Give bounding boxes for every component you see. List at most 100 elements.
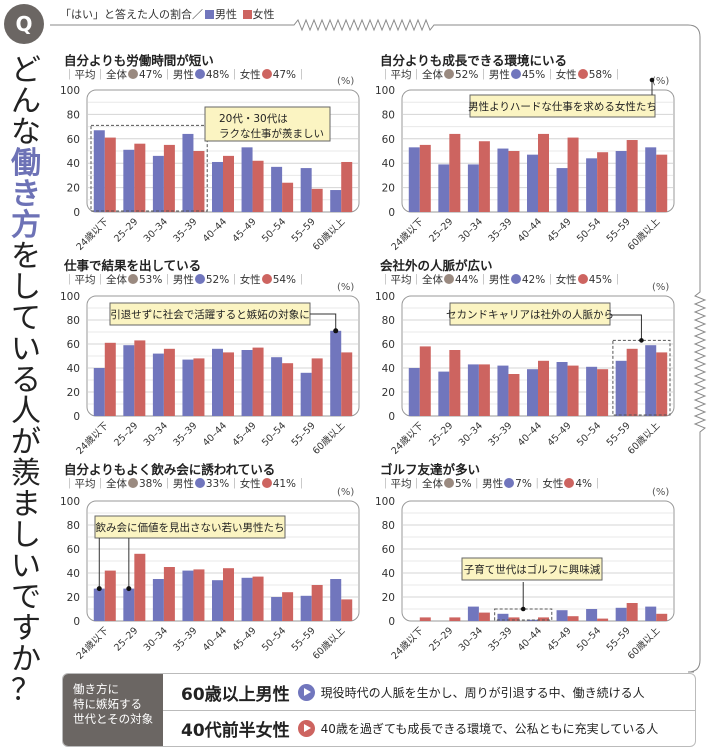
x-tick-label: 30–34 [457,420,485,448]
y-tick-label: 0 [388,207,395,219]
callout-dot [126,586,132,592]
question-char: い [11,332,41,367]
bar-female [104,137,116,212]
bar-male [408,147,420,212]
x-tick-label: 24歳以下 [74,216,111,253]
x-tick-label: 40–44 [516,420,544,448]
bar-male [645,147,657,212]
x-tick-label: 35–39 [486,420,514,448]
unit-label: (%) [337,282,355,293]
stat-value: 53% [139,274,163,286]
bar-male [152,353,164,416]
x-tick-label: 30–34 [142,625,170,653]
bar-male [93,588,105,621]
bar-male [556,362,568,416]
chart-averages: ｜平均｜全体 47%｜男性 48%｜女性 47%｜ [64,67,307,82]
callout-box [204,106,331,142]
separator: ｜ [612,69,623,81]
bar-female [449,617,461,621]
separator: ｜ [612,274,623,286]
bar-male [645,345,657,416]
x-tick-label: 45–49 [545,216,573,244]
x-tick-label: 45–49 [545,420,573,448]
bar-male [467,164,479,212]
legend-dot-icon [261,274,272,284]
separator: ｜ [162,274,173,286]
bar-female [282,363,294,416]
bar-male [300,372,312,416]
callout-dot [520,606,526,612]
bar-female [311,188,323,212]
stat-value: 38% [139,478,163,490]
highlight-box [494,608,553,621]
y-tick-label: 40 [67,568,80,580]
x-tick-label: 25–29 [427,420,455,448]
chart-averages: ｜平均｜全体 44%｜男性 42%｜女性 45%｜ [380,272,623,287]
x-tick-label: 50–54 [260,420,288,448]
chart-title: ゴルフ友達が多い [380,462,481,477]
chart-averages: ｜平均｜全体 38%｜男性 33%｜女性 41%｜ [64,476,307,491]
bar-female [419,144,431,212]
x-tick-label: 25–29 [112,625,140,653]
x-tick-label: 35–39 [486,216,514,244]
callout-dot [639,338,644,343]
y-tick-label: 100 [375,85,395,97]
separator: ｜ [95,69,107,81]
y-tick-label: 20 [382,183,395,195]
question-char: 羨 [11,456,41,491]
play-arrow-icon [297,719,315,737]
stat-label: 男性 [172,69,194,81]
x-tick-label: 60歳以上 [310,624,348,662]
x-tick-label: 40–44 [201,216,229,244]
separator: ｜ [95,274,107,286]
x-tick-label: 25–29 [112,216,140,244]
stat-label: 男性 [172,274,194,286]
unit-label: (%) [652,487,670,498]
bar-female [597,152,609,212]
x-tick-label: 30–34 [142,216,170,244]
bar-male [182,133,194,212]
bar-female [252,347,264,416]
bar-male [438,164,450,212]
callout-text: 飲み会に価値を見出さない若い男性たち [96,521,285,534]
bar-chart: 0 20 40 60 80 100 24歳以下 25–29 30–34 35–39 40–44 45–… [375,291,675,457]
callout-box [461,557,603,581]
x-tick-label: 55–59 [290,625,318,653]
legend-dot-icon [194,69,205,79]
x-tick-label: 60歳以上 [310,419,348,457]
bar-male [615,607,627,621]
stat-value: 45% [521,69,546,81]
bar-female [341,352,353,416]
x-tick-label: 55–59 [290,420,318,448]
legend-dot-icon [261,69,272,79]
x-tick-label: 60歳以上 [625,624,663,662]
bar-male [330,190,342,212]
bar-female [193,358,205,416]
bar-male [123,149,135,212]
x-tick-label: 35–39 [171,216,199,244]
separator: ｜ [531,478,543,490]
separator: ｜ [380,274,391,286]
legend-dot-icon [564,478,575,488]
bar-female [597,618,609,621]
bar-male [330,330,342,416]
separator: ｜ [162,69,173,81]
bar-male [123,345,135,416]
bar-male [615,360,627,416]
bar-male [556,168,568,212]
legend-dot-icon [577,69,588,79]
callout-box [469,94,656,118]
y-tick-label: 100 [60,291,80,303]
bar-male [408,368,420,416]
y-tick-label: 80 [67,520,80,532]
bar-male [556,610,568,621]
y-tick-label: 100 [375,291,395,303]
x-tick-label: 24歳以下 [389,625,426,662]
bar-male [271,357,283,416]
legend-dot-icon [444,274,454,284]
legend-dot-icon [128,478,138,488]
question-char: い [11,549,41,584]
summary-target: 60歳以上男性 [181,684,290,705]
question-char: 方 [11,208,41,243]
